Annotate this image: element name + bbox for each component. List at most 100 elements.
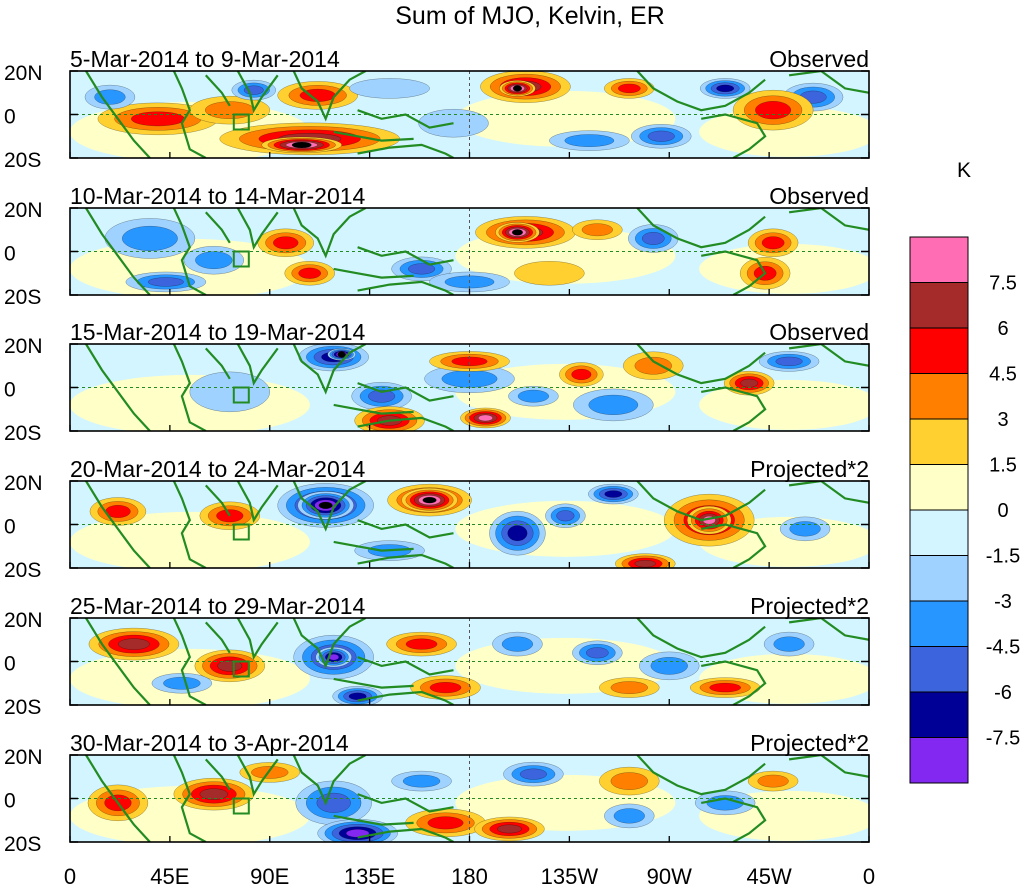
longitude-label: 90W bbox=[647, 864, 692, 889]
legend-unit-label: K bbox=[957, 159, 971, 182]
anomaly-contour bbox=[163, 676, 201, 690]
coastline bbox=[788, 481, 869, 504]
coastline bbox=[357, 827, 455, 842]
anomaly-contour bbox=[501, 636, 534, 652]
anomaly-contour bbox=[118, 638, 150, 650]
legend-swatch bbox=[909, 555, 969, 602]
coastline bbox=[357, 690, 455, 705]
legend-swatch bbox=[909, 418, 969, 465]
anomaly-contour bbox=[517, 389, 550, 403]
anomaly-contour bbox=[291, 141, 312, 149]
coastline bbox=[357, 553, 455, 568]
index-box bbox=[232, 386, 250, 404]
coastline bbox=[636, 755, 766, 796]
anomaly-contour bbox=[147, 277, 184, 287]
coastline bbox=[636, 71, 766, 112]
legend-swatch bbox=[909, 600, 969, 647]
legend-swatch bbox=[909, 509, 969, 556]
latitude-label: 20S bbox=[4, 833, 41, 856]
map-panel: 20N 0 20S 5-Mar-2014 to 9-Mar-2014 Observed bbox=[4, 46, 870, 172]
coastline bbox=[333, 677, 414, 689]
anomaly-contour bbox=[617, 83, 641, 94]
anomaly-contour bbox=[761, 236, 785, 250]
anomaly-contour bbox=[507, 525, 528, 542]
coastline bbox=[204, 484, 231, 517]
anomaly-contour bbox=[298, 267, 322, 279]
coastline bbox=[292, 618, 367, 669]
panel-period-label: 20-Mar-2014 to 24-Mar-2014 bbox=[70, 456, 366, 482]
legend-label: -7.5 bbox=[986, 728, 1020, 750]
panel-period-label: 25-Mar-2014 to 29-Mar-2014 bbox=[70, 593, 366, 619]
coastline bbox=[204, 211, 231, 244]
latitude-label: 20S bbox=[4, 696, 41, 719]
coastline bbox=[204, 347, 231, 380]
coastline bbox=[236, 71, 279, 114]
coastline bbox=[701, 250, 767, 295]
anomaly-contour bbox=[478, 414, 493, 422]
anomaly-contour bbox=[641, 232, 665, 245]
coastline bbox=[788, 71, 869, 94]
coastline bbox=[357, 519, 454, 539]
latitude-label: 0 bbox=[4, 379, 16, 402]
coastline bbox=[357, 382, 454, 402]
legend-swatch bbox=[909, 691, 969, 738]
anomaly-contour bbox=[251, 766, 289, 779]
anomaly-contour bbox=[586, 647, 609, 659]
anomaly-contour bbox=[217, 660, 243, 672]
anomaly-contour bbox=[610, 772, 648, 790]
coastline bbox=[85, 208, 151, 295]
anomaly-contour bbox=[775, 356, 803, 367]
coastline bbox=[85, 618, 151, 705]
panel-status-label: Observed bbox=[769, 183, 869, 209]
coastline bbox=[204, 621, 231, 654]
legend-label: 0 bbox=[997, 500, 1008, 522]
legend-swatch bbox=[909, 282, 969, 329]
anomaly-contour bbox=[199, 788, 228, 800]
anomaly-contour bbox=[716, 84, 735, 93]
anomaly-contour bbox=[634, 559, 656, 568]
coastline bbox=[636, 481, 766, 522]
map-panel: 20N 0 20S 25-Mar-2014 to 29-Mar-2014 Project… bbox=[4, 593, 870, 719]
coastline bbox=[788, 755, 869, 778]
latitude-label: 20S bbox=[4, 286, 41, 309]
coastline bbox=[236, 755, 279, 797]
anomaly-contour bbox=[405, 638, 438, 650]
panel-period-label: 15-Mar-2014 to 19-Mar-2014 bbox=[70, 319, 366, 345]
coastline bbox=[333, 814, 414, 826]
index-box bbox=[232, 250, 250, 268]
anomaly-contour bbox=[349, 78, 430, 99]
longitude-label: 135W bbox=[541, 864, 599, 889]
anomaly-contour bbox=[613, 808, 645, 824]
legend-label: -6 bbox=[994, 682, 1012, 704]
anomaly-contour bbox=[647, 130, 675, 142]
coastline bbox=[333, 267, 414, 279]
anomaly-contour bbox=[273, 236, 299, 250]
panel-status-label: Observed bbox=[769, 46, 869, 72]
latitude-label: 20S bbox=[4, 149, 41, 172]
panel-period-label: 10-Mar-2014 to 14-Mar-2014 bbox=[70, 183, 366, 209]
coastline bbox=[701, 386, 767, 431]
coastline bbox=[204, 74, 231, 107]
coastline bbox=[172, 481, 207, 568]
coastline bbox=[292, 755, 367, 806]
anomaly-contour bbox=[368, 389, 396, 403]
map-panel: 20N 0 20S 20-Mar-2014 to 24-Mar-2014 Project… bbox=[4, 456, 870, 582]
anomaly-contour bbox=[519, 768, 547, 780]
coastline bbox=[701, 660, 767, 705]
legend-label: 6 bbox=[997, 318, 1008, 340]
anomaly-contour bbox=[514, 261, 585, 286]
coastline bbox=[357, 246, 454, 266]
anomaly-contour bbox=[773, 636, 805, 652]
anomaly-contour bbox=[604, 490, 623, 498]
coastline bbox=[172, 344, 207, 431]
coastline bbox=[636, 344, 766, 385]
panel-status-label: Projected*2 bbox=[750, 456, 869, 482]
legend-label: 3 bbox=[997, 409, 1008, 431]
anomaly-contour bbox=[789, 521, 821, 537]
latitude-label: 20N bbox=[4, 609, 43, 632]
coastline bbox=[236, 481, 279, 523]
coastline bbox=[357, 109, 454, 129]
longitude-label: 180 bbox=[451, 864, 488, 889]
anomaly-contour bbox=[94, 89, 126, 105]
coastline bbox=[788, 344, 869, 367]
